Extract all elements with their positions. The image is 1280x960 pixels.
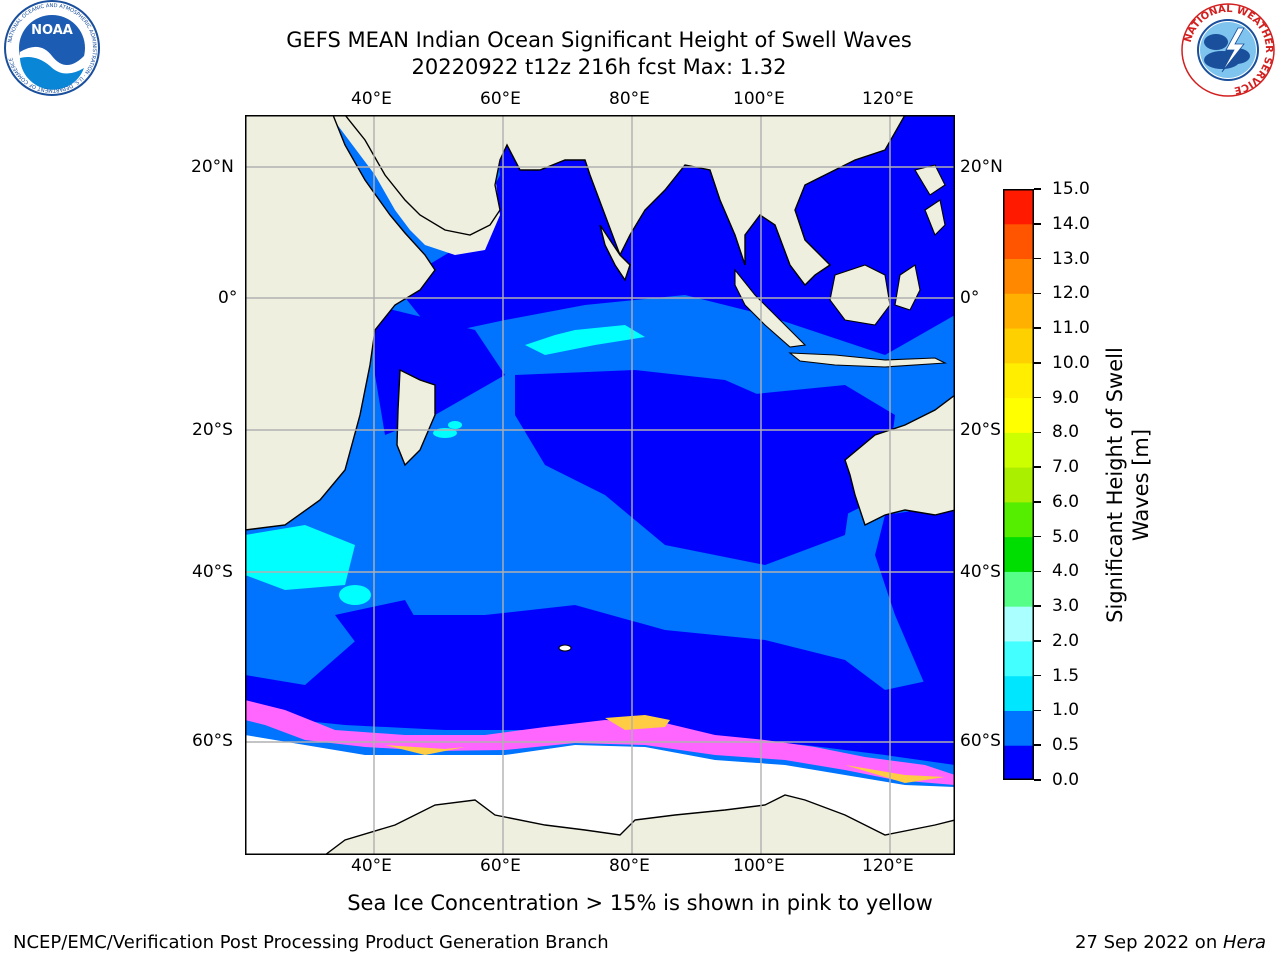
colorbar-tick-label: 9.0 [1052,387,1080,408]
colorbar-tick-label: 10.0 [1052,352,1090,373]
colorbar-tick-mark [1034,431,1041,434]
lon-label-bottom-80e: 80°E [609,856,650,876]
colorbar-segment [1003,258,1034,294]
lat-label-left-60s: 60°S [192,731,233,751]
lat-label-left-40s: 40°S [192,562,233,582]
lat-label-right-40s: 40°S [960,562,1001,582]
colorbar-tick-label: 14.0 [1052,213,1090,234]
colorbar-segment [1003,432,1034,468]
lat-label-right-20n: 20°N [960,157,1003,177]
svg-text:NOAA: NOAA [31,23,73,38]
colorbar-tick-mark [1034,535,1041,538]
colorbar-tick-mark [1034,257,1041,260]
map-panel [245,115,955,855]
colorbar-tick-label: 8.0 [1052,422,1080,443]
footer-right: 27 Sep 2022 on Hera [1075,932,1266,953]
colorbar-segment [1003,606,1034,642]
colorbar-segment [1003,189,1034,225]
colorbar-tick-label: 2.0 [1052,630,1080,651]
colorbar-segment [1003,501,1034,538]
swell-high-spots [245,325,645,605]
colorbar-tick-mark [1034,292,1041,295]
footer-date: 27 Sep 2022 on [1075,932,1223,953]
colorbar-segment [1003,223,1034,260]
footer-host: Hera [1222,932,1266,953]
colorbar-tick-mark [1034,605,1041,607]
colorbar-tick-mark [1034,501,1041,503]
colorbar-segment [1003,710,1034,746]
colorbar [1003,189,1034,781]
land-masses [245,115,906,531]
colorbar-tick-mark [1034,188,1041,190]
sea-ice-caption: Sea Ice Concentration > 15% is shown in … [347,891,933,915]
lon-label-top-100e: 100°E [733,89,785,109]
map-frame [245,115,955,855]
colorbar-tick-mark [1034,362,1041,364]
colorbar-tick-label: 0.5 [1052,735,1080,756]
indonesia-land [734,164,948,368]
colorbar-tick-label: 3.0 [1052,596,1080,617]
colorbar-tick-mark [1034,640,1041,642]
colorbar-tick-label: 11.0 [1052,318,1090,339]
colorbar-segment [1003,745,1034,781]
lon-label-top-80e: 80°E [609,89,650,109]
colorbar-tick-mark [1034,779,1041,781]
colorbar-tick-mark [1034,709,1041,712]
colorbar-tick-label: 0.0 [1052,770,1080,790]
colorbar-tick-mark [1034,466,1041,468]
title-line-1: GEFS MEAN Indian Ocean Significant Heigh… [286,28,912,52]
colorbar-segment [1003,397,1034,433]
colorbar-tick-label: 1.5 [1052,665,1080,686]
footer-left: NCEP/EMC/Verification Post Processing Pr… [13,932,609,953]
gridlines [245,115,955,855]
colorbar-segment [1003,640,1034,677]
lon-label-bottom-60e: 60°E [480,856,521,876]
colorbar-tick-mark [1034,396,1041,399]
colorbar-svg [1003,189,1034,781]
lat-label-left-0: 0° [218,288,238,308]
antarctica-land [323,794,955,855]
colorbar-tick-mark [1034,327,1041,329]
colorbar-tick-label: 1.0 [1052,700,1080,721]
colorbar-tick-label: 5.0 [1052,526,1080,547]
colorbar-tick-mark [1034,223,1041,225]
colorbar-segment [1003,467,1034,503]
lon-label-bottom-100e: 100°E [733,856,785,876]
lat-label-left-20s: 20°S [192,420,233,440]
colorbar-segment [1003,328,1034,364]
colorbar-tick-label: 6.0 [1052,491,1080,512]
lat-label-right-20s: 20°S [960,420,1001,440]
title-line-2: 20220922 t12z 216h fcst Max: 1.32 [411,55,787,79]
lat-label-right-60s: 60°S [960,731,1001,751]
lat-label-left-20n: 20°N [191,157,234,177]
lat-label-right-0: 0° [960,288,980,308]
kerguelen-island [558,644,572,652]
colorbar-tick-label: 4.0 [1052,561,1080,582]
lon-label-top-60e: 60°E [480,89,521,109]
colorbar-tick-label: 13.0 [1052,248,1090,269]
colorbar-tick-label: 15.0 [1052,179,1090,199]
colorbar-segment [1003,293,1034,329]
colorbar-segment [1003,362,1034,399]
lon-label-top-120e: 120°E [862,89,914,109]
colorbar-tick-label: 12.0 [1052,283,1090,304]
lon-label-bottom-120e: 120°E [862,856,914,876]
lon-label-top-40e: 40°E [351,89,392,109]
nws-logo: NATIONAL WEATHER SERVICE [1178,2,1278,100]
lon-label-bottom-40e: 40°E [351,856,392,876]
colorbar-tick-mark [1034,744,1041,746]
colorbar-tick-mark [1034,674,1041,677]
colorbar-segment [1003,675,1034,711]
colorbar-segment [1003,571,1034,607]
colorbar-tick-label: 7.0 [1052,457,1080,478]
map-svg [245,115,955,855]
colorbar-frame [1003,189,1034,780]
noaa-logo: NOAA NATIONAL OCEANIC AND ATMOSPHERIC AD… [0,0,104,100]
australia-land [844,394,955,526]
colorbar-segment [1003,536,1034,572]
colorbar-tick-mark [1034,570,1041,573]
